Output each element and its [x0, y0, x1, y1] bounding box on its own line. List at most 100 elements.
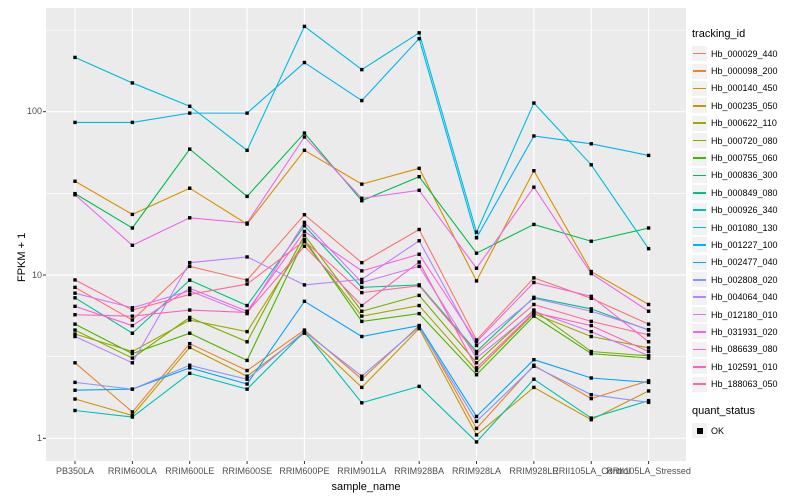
- data-point: [302, 148, 307, 153]
- data-point: [188, 315, 192, 320]
- data-point: [532, 377, 536, 381]
- data-point: [245, 340, 249, 344]
- data-point: [474, 414, 479, 419]
- data-point: [474, 236, 479, 240]
- data-point: [73, 397, 77, 401]
- data-point: [73, 55, 77, 60]
- legend-key-swatch: [692, 133, 707, 149]
- data-point: [417, 36, 421, 41]
- data-point: [130, 351, 135, 356]
- legend-item-Hb_000098_200: Hb_000098_200: [692, 62, 798, 79]
- legend-item-Hb_000140_450: Hb_000140_450: [692, 80, 798, 97]
- data-point: [245, 221, 249, 225]
- data-point: [532, 222, 536, 227]
- data-point: [73, 361, 77, 365]
- data-point: [532, 310, 536, 315]
- line-swatch-icon: [693, 174, 706, 177]
- legend-item-label: Hb_102591_010: [711, 361, 778, 372]
- data-point: [302, 131, 307, 135]
- data-point: [188, 366, 192, 370]
- data-point: [646, 246, 651, 251]
- data-point: [532, 169, 536, 173]
- data-point: [646, 153, 651, 158]
- data-point: [417, 166, 421, 171]
- x-tick-label: RRIM928BA: [394, 466, 445, 476]
- legend-shape-section: quant_status OK: [692, 405, 798, 439]
- data-point: [245, 368, 249, 373]
- data-point: [360, 277, 364, 282]
- data-point: [360, 374, 364, 378]
- data-point: [417, 303, 421, 308]
- data-point: [130, 120, 135, 125]
- data-point: [302, 329, 307, 334]
- line-swatch-icon: [693, 105, 706, 107]
- legend-key-swatch: [692, 115, 707, 131]
- data-point: [360, 199, 364, 203]
- legend-item-label: Hb_000755_060: [711, 153, 778, 164]
- line-swatch-icon: [693, 296, 706, 298]
- data-point: [474, 373, 479, 377]
- data-point: [130, 356, 135, 360]
- data-point: [474, 338, 479, 342]
- line-swatch-icon: [693, 139, 706, 142]
- legend-item-label: Hb_000140_450: [711, 83, 778, 94]
- data-point: [532, 302, 536, 307]
- legend-item-label: Hb_086639_080: [711, 344, 778, 355]
- data-point: [417, 239, 421, 243]
- data-point: [474, 343, 479, 348]
- data-point: [360, 290, 364, 295]
- data-point: [188, 286, 192, 290]
- data-point: [474, 433, 479, 437]
- data-point: [73, 179, 77, 183]
- legend-item-Hb_000720_080: Hb_000720_080: [692, 132, 798, 149]
- legend-color-title: tracking_id: [692, 28, 746, 40]
- x-tick-label: RRIM928LE: [509, 466, 559, 476]
- data-point: [417, 227, 421, 232]
- data-point: [245, 310, 249, 315]
- data-point: [188, 186, 192, 190]
- legend-item-label: Hb_001080_130: [711, 222, 778, 233]
- data-point: [417, 311, 421, 316]
- data-point: [302, 213, 307, 217]
- data-point: [73, 313, 77, 317]
- data-point: [474, 251, 479, 255]
- data-point: [73, 408, 77, 413]
- data-point: [73, 322, 77, 326]
- data-point: [73, 388, 77, 392]
- data-point: [589, 319, 593, 324]
- legend-color-items: Hb_000029_440 Hb_000098_200 Hb_000140_450 H…: [692, 45, 798, 393]
- legend-key-swatch: [692, 237, 707, 253]
- data-point: [245, 329, 249, 334]
- data-point: [245, 148, 249, 153]
- data-point: [360, 303, 364, 308]
- data-point: [130, 349, 135, 354]
- data-point: [589, 396, 593, 401]
- data-point: [589, 309, 593, 313]
- data-point: [589, 163, 593, 167]
- legend-shape-title: quant_status: [692, 404, 755, 417]
- data-point: [245, 387, 249, 391]
- x-tick-label: RRIM600PE: [279, 466, 330, 476]
- data-point: [532, 280, 536, 285]
- legend-key-swatch: [692, 341, 707, 357]
- data-point: [130, 323, 135, 328]
- data-point: [646, 346, 651, 350]
- data-point: [73, 193, 77, 197]
- legend-item-label: Hb_000849_080: [711, 187, 778, 198]
- legend-key-swatch: [692, 150, 707, 166]
- data-point: [646, 333, 651, 337]
- legend-item-quant-ok: OK: [692, 422, 798, 439]
- data-point: [474, 356, 479, 360]
- data-point: [302, 283, 307, 287]
- data-point: [532, 314, 536, 318]
- data-point: [360, 285, 364, 290]
- data-point: [474, 419, 479, 424]
- legend: tracking_id Hb_000029_440 Hb_000098_200 Hb…: [692, 28, 798, 439]
- data-point: [646, 309, 651, 313]
- legend-item-Hb_031931_020: Hb_031931_020: [692, 323, 798, 340]
- data-point: [360, 182, 364, 186]
- data-point: [646, 322, 651, 326]
- data-point: [188, 308, 192, 312]
